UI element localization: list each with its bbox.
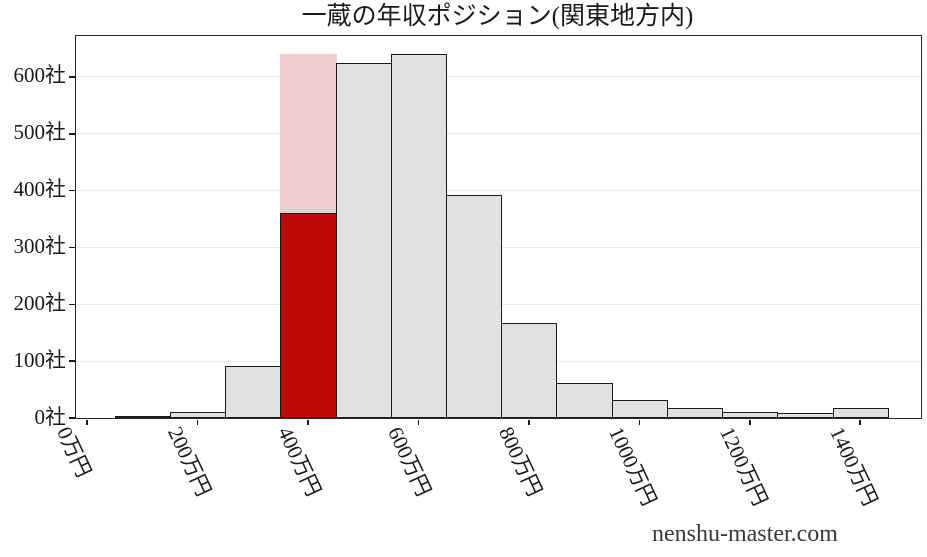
y-tick-mark	[69, 76, 75, 78]
histogram-bar	[833, 408, 889, 418]
y-tick-mark	[69, 133, 75, 135]
plot-area	[69, 35, 922, 425]
y-tick-label: 0社	[34, 405, 67, 429]
y-axis-labels: 0社 100社 200社 300社 400社 500社 600社	[0, 35, 67, 428]
histogram-bar	[391, 54, 447, 418]
gridline	[76, 190, 921, 192]
x-tick-label: 800万円	[494, 423, 547, 500]
y-tick-mark	[69, 360, 75, 362]
gridline	[76, 133, 921, 135]
chart-title: 一蔵の年収ポジション(関東地方内)	[301, 3, 694, 30]
histogram-bar	[777, 413, 834, 418]
histogram-bar	[225, 366, 281, 418]
histogram-bar	[170, 412, 226, 418]
y-tick-label: 600社	[13, 63, 67, 87]
x-tick-mark	[749, 419, 751, 425]
histogram-bar	[556, 382, 613, 418]
histogram-bar	[722, 412, 778, 418]
x-tick-label: 0万円	[52, 423, 97, 481]
y-tick-mark	[69, 417, 75, 419]
x-tick-mark	[528, 419, 530, 425]
x-tick-label: 1400万円	[825, 423, 883, 510]
y-tick-mark	[69, 246, 75, 249]
y-tick-label: 200社	[13, 291, 67, 315]
histogram-bar	[446, 195, 502, 418]
y-tick-mark	[69, 303, 75, 306]
histogram-bar	[667, 408, 723, 418]
histogram-bar	[612, 399, 668, 418]
y-tick-mark	[69, 189, 75, 192]
histogram-bar	[115, 416, 171, 418]
y-tick-label: 100社	[13, 348, 67, 372]
gridline	[76, 76, 921, 78]
x-tick-mark	[859, 419, 861, 425]
y-tick-label: 500社	[13, 120, 67, 144]
y-tick-label: 300社	[13, 234, 67, 258]
x-tick-label: 1000万円	[604, 423, 662, 510]
x-tick-mark	[417, 419, 420, 425]
highlight-bar-position	[280, 213, 337, 418]
x-tick-label: 600万円	[383, 423, 436, 500]
x-tick-mark	[307, 419, 309, 425]
histogram-bar	[501, 322, 557, 418]
x-tick-label: 400万円	[273, 423, 326, 500]
histogram-bar	[336, 63, 392, 418]
x-tick-label: 1200万円	[715, 423, 773, 510]
watermark: nenshu-master.com	[652, 521, 838, 547]
y-tick-label: 400社	[13, 177, 67, 201]
x-tick-mark	[638, 419, 641, 425]
x-tick-mark	[196, 419, 199, 425]
x-tick-mark	[86, 419, 88, 425]
x-tick-label: 200万円	[163, 423, 216, 500]
